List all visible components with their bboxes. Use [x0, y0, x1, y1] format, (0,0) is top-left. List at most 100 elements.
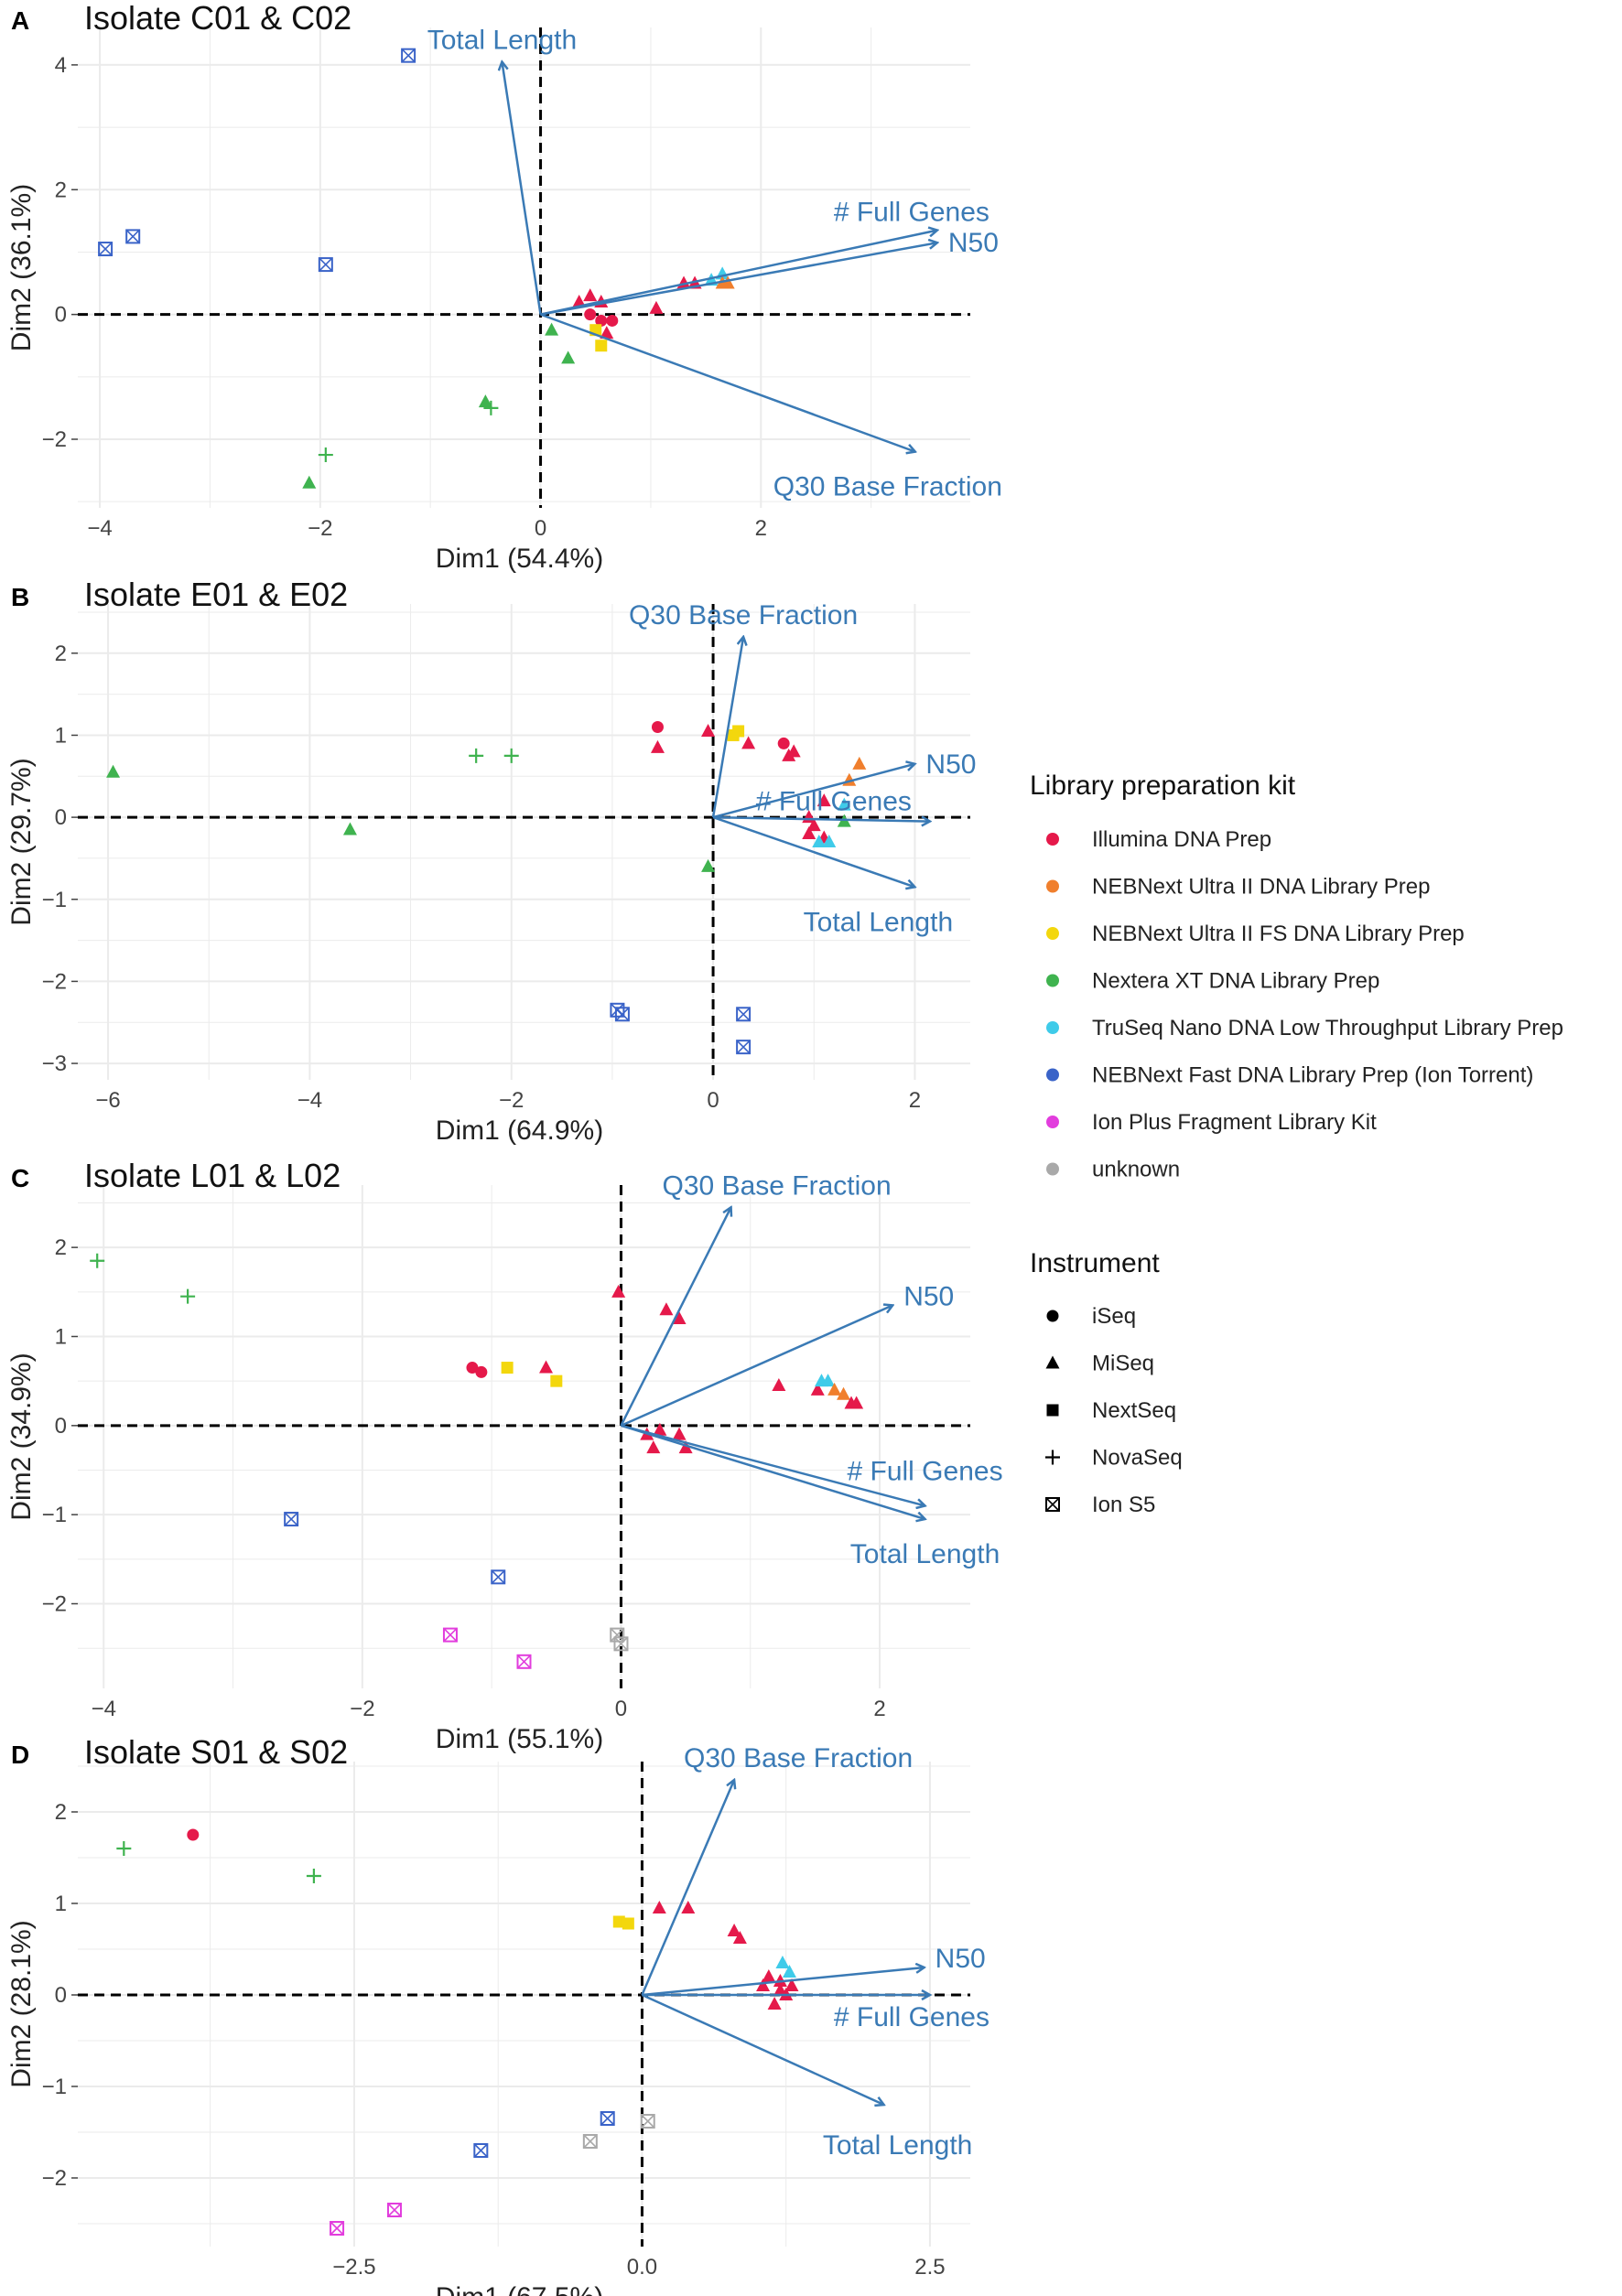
data-point [773, 1974, 787, 1987]
data-point [736, 1007, 752, 1022]
y-tick-label: −1 [42, 2075, 67, 2099]
data-point [772, 1378, 786, 1392]
panel-title: Isolate L01 & L02 [84, 1157, 341, 1194]
data-point [727, 1924, 741, 1936]
legend-instrument-label: NextSeq [1092, 1398, 1176, 1423]
data-point [782, 1965, 796, 1978]
data-point [583, 288, 598, 302]
data-point [306, 1869, 321, 1883]
vector-label: Total Length [427, 26, 577, 56]
loading-vector [620, 1207, 730, 1427]
x-tick-label: −2 [350, 1697, 374, 1721]
data-point [622, 1917, 634, 1930]
vector-label: # Full Genes [834, 2002, 989, 2032]
legend-instrument-label: iSeq [1092, 1304, 1136, 1329]
data-point [741, 736, 756, 749]
vector-label: Q30 Base Fraction [773, 472, 1002, 502]
legend-kit-swatch [1046, 879, 1059, 893]
x-tick-label: −4 [92, 1697, 116, 1721]
data-point [802, 826, 816, 840]
panel-b: −6 −4 −2 0 2 −3 −2 −1 0 1 2 Q30 Base Fraction N50 # F… [6, 576, 976, 1146]
loading-vector [641, 1993, 883, 2105]
y-tick-label: 0 [55, 1983, 67, 2008]
data-point [672, 1311, 687, 1325]
legend-kit-label: Ion Plus Fragment Library Kit [1092, 1110, 1377, 1135]
legend: Library preparation kit Illumina DNA Pre… [1030, 771, 1563, 1517]
panel-letter: B [11, 583, 29, 611]
legend-instrument-symbol [1046, 1404, 1059, 1417]
data-point [469, 748, 484, 763]
legend-instrument-symbol [1045, 1355, 1060, 1369]
loading-vector [713, 817, 930, 821]
data-point [732, 725, 745, 738]
data-point [652, 1901, 666, 1913]
data-point [584, 308, 597, 321]
data-point [600, 2111, 615, 2126]
x-tick-label: 0 [535, 516, 546, 541]
data-point [651, 720, 664, 733]
legend-instrument-label: MiSeq [1092, 1352, 1154, 1376]
y-tick-label: −3 [42, 1051, 67, 1076]
data-point [473, 2143, 489, 2158]
x-tick-label: 2 [755, 516, 767, 541]
legend-instrument-item: iSeq [1046, 1304, 1136, 1329]
panel-d: −2.5 0.0 2.5 −2 −1 0 1 2 Q30 Base Fraction N50 # F… [6, 1733, 989, 2296]
vector-label: Total Length [850, 1539, 1000, 1569]
loading-vector [502, 62, 542, 315]
data-point [491, 1569, 506, 1585]
y-tick-label: −1 [42, 888, 67, 912]
legend-kit-label: Illumina DNA Prep [1092, 827, 1271, 852]
x-tick-label: 0 [707, 1088, 719, 1113]
data-point [187, 1828, 200, 1841]
y-tick-label: 1 [55, 723, 67, 748]
loading-vector [621, 1424, 925, 1506]
data-point [610, 1627, 625, 1643]
data-point [613, 1636, 629, 1652]
x-tick-label: −2 [308, 516, 332, 541]
loading-vector [712, 815, 914, 887]
data-point [600, 326, 614, 340]
legend-kit-item: Illumina DNA Prep [1046, 827, 1271, 852]
data-point [614, 1007, 630, 1022]
y-tick-label: 0 [55, 303, 67, 328]
panel-title: Isolate C01 & C02 [84, 0, 351, 37]
data-point [812, 835, 827, 847]
data-point [640, 2114, 655, 2129]
data-point [678, 1440, 693, 1454]
x-tick-label: −2.5 [332, 2255, 375, 2280]
loading-vector [540, 243, 937, 316]
legend-kit-item: NEBNext Ultra II FS DNA Library Prep [1046, 922, 1465, 946]
panel-title: Isolate S01 & S02 [84, 1733, 348, 1771]
legend-instrument-symbol [1045, 1497, 1060, 1512]
panel-title: Isolate E01 & E02 [84, 576, 348, 613]
y-tick-label: −1 [42, 1503, 67, 1527]
legend-instrument-item: Ion S5 [1045, 1493, 1155, 1517]
data-point [649, 300, 664, 314]
data-point [777, 737, 790, 749]
x-axis-title: Dim1 (55.1%) [436, 1724, 603, 1754]
vector-label: # Full Genes [834, 198, 989, 228]
panel-letter: D [11, 1741, 29, 1769]
data-point [545, 322, 559, 336]
data-point [736, 1040, 752, 1055]
data-point [773, 1983, 787, 1996]
legend-kit-item: NEBNext Ultra II DNA Library Prep [1046, 875, 1430, 900]
data-point [478, 394, 492, 408]
data-point [90, 1253, 105, 1268]
x-axis-title: Dim1 (54.4%) [436, 544, 603, 574]
vector-label: # Full Genes [847, 1456, 1002, 1486]
legend-instrument-symbol [1045, 1450, 1060, 1465]
data-point [516, 1654, 532, 1669]
loading-vector [540, 313, 915, 452]
loading-vector [621, 1424, 925, 1519]
data-point [659, 1302, 674, 1316]
data-point [106, 764, 121, 778]
x-axis-title: Dim1 (67.5%) [436, 2282, 603, 2296]
panel-letter: C [11, 1164, 29, 1192]
data-point [582, 2134, 598, 2149]
data-point [762, 1969, 776, 1982]
legend-instrument-symbol [1046, 1310, 1059, 1322]
data-point [837, 1386, 851, 1400]
legend-kit-label: NEBNext Fast DNA Library Prep (Ion Torre… [1092, 1063, 1533, 1088]
